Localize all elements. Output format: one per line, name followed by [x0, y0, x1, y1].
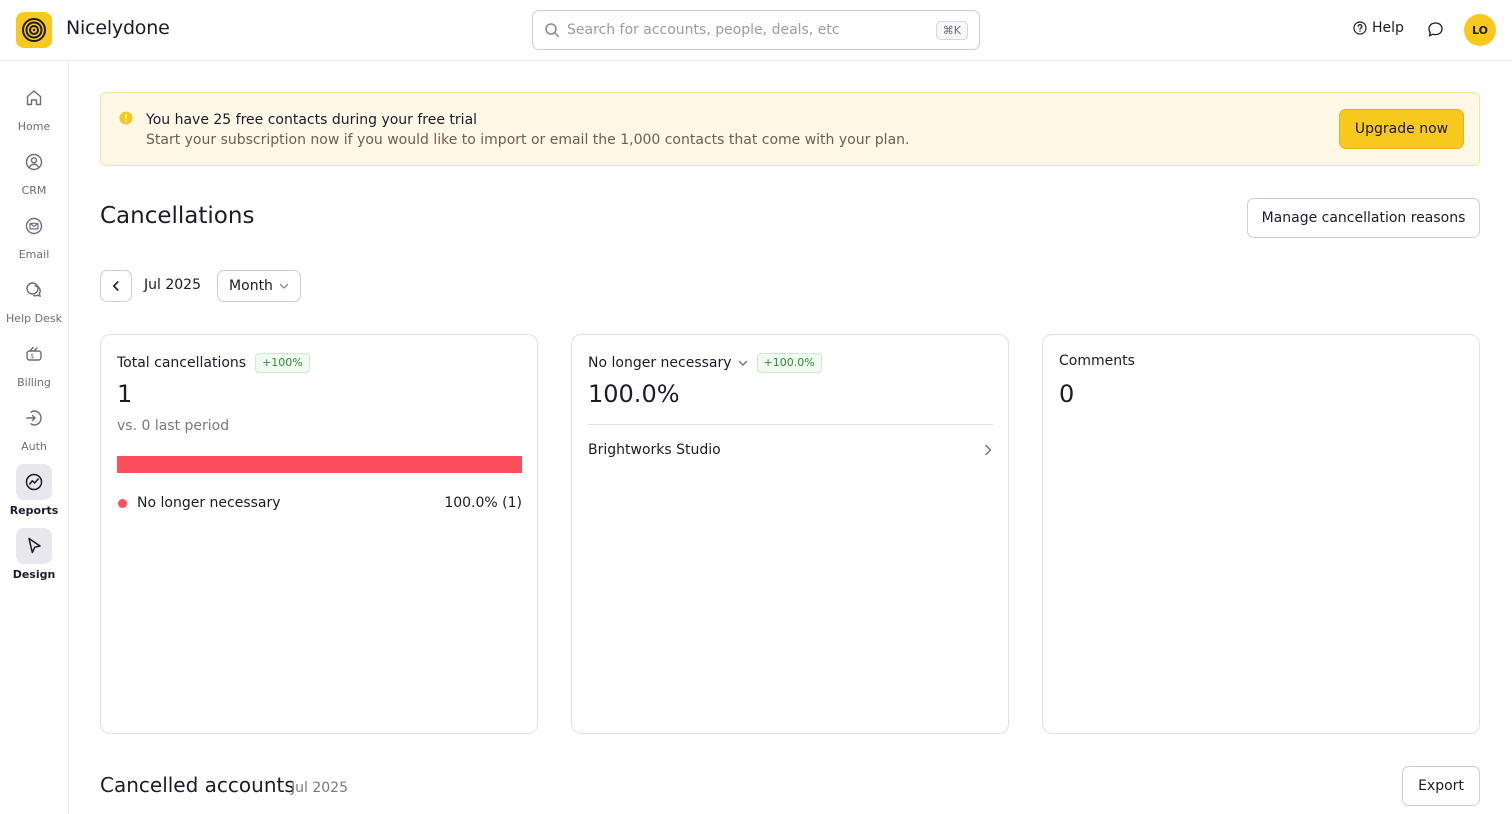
sidebar-item-label: Billing [17, 376, 51, 389]
sidebar-item-crm[interactable]: CRM [0, 144, 68, 202]
sidebar-item-label: Home [17, 120, 51, 133]
top-bar: Nicelydone Search for accounts, people, … [0, 0, 1512, 61]
export-button[interactable]: Export [1402, 766, 1480, 806]
legend-label: No longer necessary [137, 495, 281, 511]
help-button[interactable]: Help [1353, 20, 1404, 36]
home-icon [16, 80, 52, 116]
chat-bubbles-icon [16, 272, 52, 308]
sidebar-item-label: Design [12, 568, 56, 581]
help-label: Help [1372, 20, 1404, 36]
sidebar-item-home[interactable]: Home [0, 80, 68, 138]
user-avatar[interactable]: LO [1464, 14, 1496, 46]
mail-icon [16, 208, 52, 244]
upgrade-button[interactable]: Upgrade now [1339, 109, 1464, 149]
search-icon [545, 23, 560, 38]
sidebar-item-label: Reports [9, 504, 59, 517]
chevron-down-icon [279, 283, 289, 289]
reason-card: No longer necessary +100.0% 100.0% Brigh… [571, 334, 1009, 734]
chevron-right-icon [985, 444, 992, 456]
info-icon [119, 111, 133, 125]
legend-value: 100.0% (1) [444, 495, 522, 511]
current-period: Jul 2025 [144, 277, 201, 293]
granularity-value: Month [229, 278, 273, 294]
manage-cancellation-reasons-button[interactable]: Manage cancellation reasons [1247, 198, 1480, 238]
trial-banner: You have 25 free contacts during your fr… [100, 92, 1480, 166]
sidebar-item-label: Help Desk [6, 312, 62, 325]
search-placeholder: Search for accounts, people, deals, etc [567, 22, 840, 38]
search-shortcut: ⌘K [935, 21, 968, 40]
divider [588, 424, 993, 425]
change-badge: +100.0% [756, 353, 822, 373]
reports-icon [16, 464, 52, 500]
chat-bubble-icon [1428, 22, 1443, 37]
total-value: 1 [117, 380, 133, 408]
spiral-logo-icon [22, 18, 46, 42]
card-label: Total cancellations +100% [117, 353, 310, 373]
messages-button[interactable] [1427, 21, 1444, 42]
comparison-text: vs. 0 last period [117, 418, 230, 434]
brand-logo[interactable] [16, 12, 52, 48]
svg-text:$: $ [30, 353, 34, 360]
sidebar-item-label: Auth [21, 440, 47, 453]
banner-title: You have 25 free contacts during your fr… [146, 112, 478, 128]
reason-title: No longer necessary [588, 355, 732, 371]
sidebar-item-help-desk[interactable]: Help Desk [0, 272, 68, 330]
reason-select[interactable]: No longer necessary +100.0% [588, 353, 822, 373]
previous-period-button[interactable] [100, 270, 132, 302]
question-circle-icon [1353, 21, 1367, 35]
account-name: Brightworks Studio [588, 442, 721, 458]
change-badge: +100% [255, 353, 310, 373]
section-period: Jul 2025 [291, 780, 348, 796]
billing-icon: $ [16, 336, 52, 372]
sidebar-item-billing[interactable]: $ Billing [0, 336, 68, 394]
sidebar-item-auth[interactable]: Auth [0, 400, 68, 458]
reason-value: 100.0% [588, 380, 680, 408]
comments-value: 0 [1059, 380, 1075, 408]
user-circle-icon [16, 144, 52, 180]
sidebar-item-label: Email [18, 248, 50, 261]
sidebar-item-label: CRM [21, 184, 47, 197]
reason-share-bar [117, 456, 522, 473]
legend-item: No longer necessary 100.0% (1) [117, 495, 522, 511]
search-input[interactable]: Search for accounts, people, deals, etc … [532, 10, 980, 50]
sidebar-item-email[interactable]: Email [0, 208, 68, 266]
chevron-down-icon [738, 360, 747, 366]
section-title: Cancelled accounts [100, 773, 295, 797]
account-row[interactable]: Brightworks Studio [588, 442, 993, 458]
chevron-left-icon [113, 281, 119, 291]
sidebar-item-design[interactable]: Design [0, 528, 68, 586]
sidebar-item-reports[interactable]: Reports [0, 464, 68, 522]
card-title: Total cancellations [117, 355, 247, 371]
comments-title: Comments [1059, 353, 1135, 369]
page-title: Cancellations [100, 203, 255, 229]
total-cancellations-card: Total cancellations +100% 1 vs. 0 last p… [100, 334, 538, 734]
brand-name: Nicelydone [66, 17, 170, 39]
legend-dot [118, 498, 127, 508]
sidebar: Home CRM Email Help Desk $ Billing Auth [0, 61, 69, 814]
auth-icon [16, 400, 52, 436]
cursor-icon [16, 528, 52, 564]
card-label: Comments [1059, 353, 1135, 369]
comments-card: Comments 0 [1042, 334, 1480, 734]
banner-text: Start your subscription now if you would… [146, 132, 910, 148]
granularity-select[interactable]: Month [217, 270, 301, 302]
